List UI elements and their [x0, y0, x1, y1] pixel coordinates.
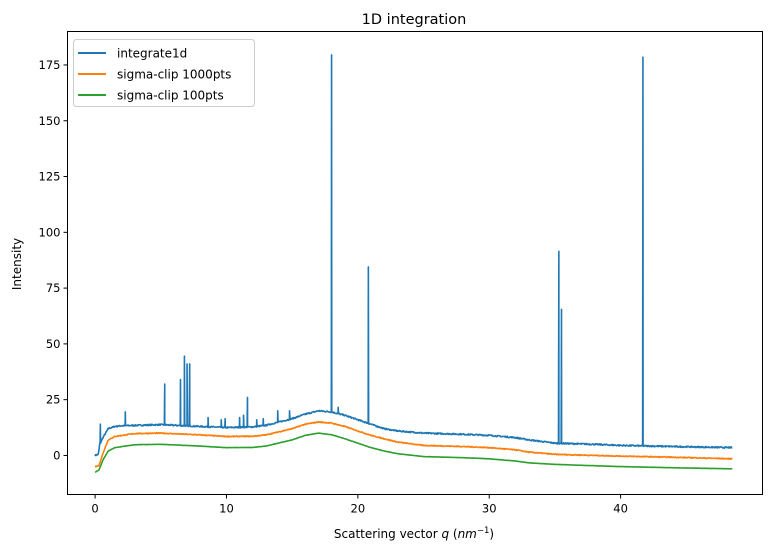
series-line-1 [94, 420, 733, 468]
x-tick-label: 40 [613, 502, 628, 516]
x-tick-label: 0 [91, 502, 98, 516]
x-label-var: q [441, 527, 449, 541]
y-axis-label: Intensity [10, 238, 24, 290]
legend-label: sigma-clip 100pts [117, 89, 224, 103]
axes-frame [67, 31, 763, 495]
y-tick-label: 150 [39, 114, 61, 128]
x-label-unit: nm [458, 527, 477, 541]
y-tick-label: 25 [46, 393, 61, 407]
series-line-0 [94, 54, 733, 457]
y-tick-label: 0 [53, 448, 60, 462]
x-tick-label: 10 [219, 502, 234, 516]
plot-area [94, 54, 733, 473]
legend-label: sigma-clip 1000pts [117, 68, 231, 82]
x-tick-label: 20 [351, 502, 366, 516]
chart-title: 1D integration [362, 12, 467, 28]
legend-label: integrate1d [117, 47, 187, 61]
y-axis: 0 25 50 75 100 125 150 175 [39, 58, 68, 462]
x-label-open: ( [449, 527, 458, 541]
x-label-exp: −1 [477, 526, 490, 536]
y-tick-label: 75 [46, 281, 61, 295]
y-tick-label: 100 [39, 225, 61, 239]
x-tick-label: 30 [482, 502, 497, 516]
series-line-2 [94, 432, 733, 473]
legend-box [73, 39, 255, 107]
x-axis-label: Scattering vector q (nm−1) [334, 526, 494, 541]
x-label-close: ) [489, 527, 494, 541]
x-label-prefix: Scattering vector [334, 527, 442, 541]
x-axis: 0 10 20 30 40 [91, 494, 628, 516]
y-tick-label: 50 [46, 337, 61, 351]
legend: integrate1d sigma-clip 1000pts sigma-clip … [73, 39, 255, 107]
y-tick-label: 125 [39, 170, 61, 184]
y-tick-label: 175 [39, 58, 61, 72]
